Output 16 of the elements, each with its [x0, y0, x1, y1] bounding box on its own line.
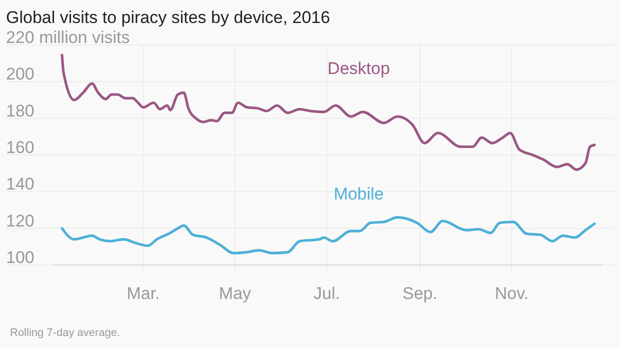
x-tick-label: Nov. [494, 284, 529, 303]
y-tick-label: 120 [6, 211, 34, 230]
y-tick-label: 160 [6, 138, 34, 157]
series-label: Mobile [334, 184, 384, 204]
text: Rolling 7-day average. [10, 327, 120, 339]
y-tick-label: 140 [6, 174, 34, 194]
series-label: Desktop [328, 58, 390, 78]
chart-title: Global visits to piracy sites by device, 2016 [6, 8, 330, 27]
x-tick-label: Mar. [126, 284, 160, 303]
y-tick-label: 180 [6, 101, 34, 120]
y-tick-label: 200 [6, 64, 34, 84]
y-tick-label: 100 [6, 248, 34, 267]
y-tick-label: 220 million visits [6, 28, 130, 47]
x-tick-label: Jul. [314, 284, 340, 303]
x-tick-label: Sep. [402, 284, 438, 303]
x-tick-label: May [218, 284, 252, 303]
